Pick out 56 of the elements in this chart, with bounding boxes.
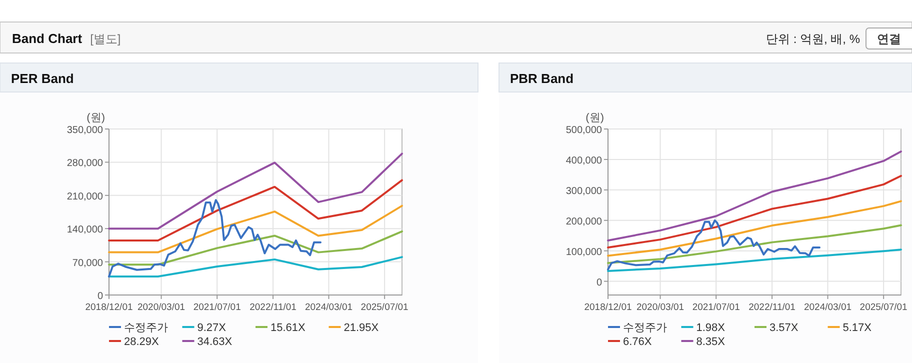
legend-label: 6.76X <box>623 336 652 348</box>
x-tick-label: 2025/07/01 <box>360 302 408 313</box>
legend-label: 수정주가 <box>623 322 667 334</box>
y-tick-label: 0 <box>97 291 104 302</box>
y-axis-title: (원) <box>586 112 604 124</box>
y-tick-label: 500,000 <box>566 125 602 136</box>
x-tick-label: 2018/12/01 <box>85 302 133 313</box>
x-tick-label: 2022/11/01 <box>250 302 296 313</box>
legend-label: 15.61X <box>270 322 306 334</box>
legend-label: 28.29X <box>124 336 160 348</box>
x-tick-label: 2024/03/01 <box>304 302 353 313</box>
y-tick-label: 200,000 <box>566 216 602 228</box>
legend-label: 5.17X <box>842 322 872 334</box>
line-series <box>108 152 403 230</box>
line-series <box>108 230 403 266</box>
text: Band Chart <box>12 31 83 46</box>
legend-label: 21.95X <box>344 322 380 334</box>
line-series <box>607 248 902 272</box>
line-series <box>607 224 902 264</box>
text: 연결 <box>877 32 901 46</box>
y-tick-label: 350,000 <box>66 125 104 136</box>
y-tick-label: 280,000 <box>66 158 104 170</box>
x-tick-label: 2024/03/01 <box>804 302 852 313</box>
y-tick-label: 400,000 <box>566 155 602 166</box>
legend-label: 8.35X <box>696 336 726 348</box>
legend-label: 9.27X <box>197 322 227 334</box>
line-series <box>607 150 902 242</box>
text: [별도] <box>90 32 121 46</box>
legend-label: 1.98X <box>696 322 726 334</box>
line-series <box>108 204 403 254</box>
y-tick-label: 0 <box>596 277 602 288</box>
legend-label: 34.63X <box>197 336 233 348</box>
x-tick-label: 2025/07/01 <box>860 302 908 313</box>
line-series <box>108 179 403 242</box>
text: 단위 : 억원, 배, % <box>766 32 860 46</box>
chart-title: PBR Band <box>510 71 574 86</box>
legend-label: 3.57X <box>770 322 799 334</box>
line-series <box>108 199 322 278</box>
y-tick-label: 70,000 <box>72 258 104 269</box>
x-tick-label: 2021/07/01 <box>193 302 241 313</box>
y-tick-label: 210,000 <box>66 191 104 202</box>
y-tick-label: 140,000 <box>66 224 104 236</box>
line-series <box>108 256 403 278</box>
y-tick-label: 100,000 <box>566 246 602 258</box>
x-tick-label: 2021/07/01 <box>692 302 740 313</box>
line-series <box>607 219 820 270</box>
x-tick-label: 2018/12/01 <box>584 302 632 313</box>
legend-label: 수정주가 <box>124 322 168 334</box>
y-tick-label: 300,000 <box>566 186 602 197</box>
chart-title: PER Band <box>11 71 74 86</box>
line-series <box>607 200 902 257</box>
y-axis-title: (원) <box>86 112 105 124</box>
x-tick-label: 2022/11/01 <box>748 302 796 313</box>
x-tick-label: 2020/03/01 <box>636 302 684 313</box>
line-series <box>607 174 902 248</box>
x-tick-label: 2020/03/01 <box>138 302 186 313</box>
